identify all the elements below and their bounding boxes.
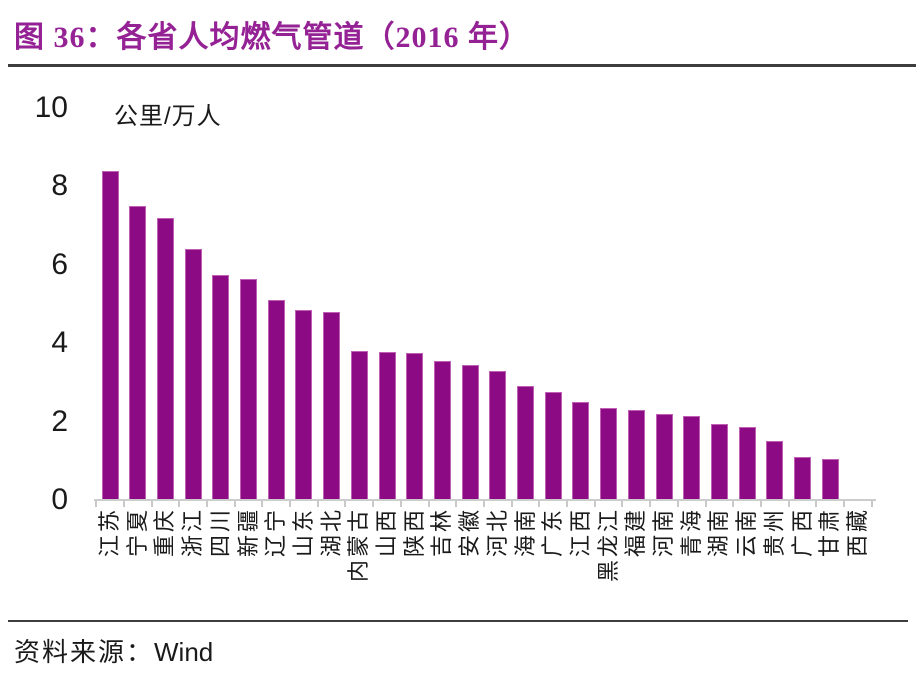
bar [406,353,424,500]
bar [212,275,230,500]
bar [683,416,701,500]
y-axis-tick-label: 8 [51,169,68,203]
x-axis-tick [427,501,430,507]
x-axis-line [94,499,876,501]
x-axis-tick [150,501,153,507]
title-divider-line [8,64,916,67]
bar [461,365,479,500]
source-label: 资料来源： [14,638,155,667]
source-value: Wind [154,637,214,667]
x-axis-tick [455,501,458,507]
bar [766,441,784,500]
bar [655,414,673,500]
x-axis-tick [649,501,652,507]
bar [544,392,562,500]
bar [572,402,590,500]
x-axis-tick [704,501,707,507]
bar [156,218,174,500]
x-axis-tick [843,501,846,507]
x-axis-tick [759,501,762,507]
bar [433,361,451,500]
x-axis-tick [95,501,98,507]
y-axis-tick-label: 2 [51,404,68,438]
x-axis-tick [316,501,319,507]
y-axis-tick-label: 0 [51,483,68,516]
x-axis-tick [372,501,375,507]
source-line: 资料来源：Wind [14,632,213,669]
x-axis-tick [122,501,125,507]
y-axis-tick-label: 6 [51,247,68,281]
x-axis-tick [344,501,347,507]
bar [489,371,507,500]
bar [600,408,618,500]
x-axis-tick [399,501,402,507]
bar [738,427,756,500]
x-axis-tick [289,501,292,507]
x-axis-tick [510,501,513,507]
bar [821,459,839,500]
x-axis-tick [787,501,790,507]
y-axis-tick-label: 10 [34,91,68,124]
bar [378,352,396,500]
x-axis-tick [178,501,181,507]
x-axis-tick [815,501,818,507]
bar [267,300,285,500]
x-axis-tick [732,501,735,507]
bar [517,386,534,500]
x-axis-tick [233,501,236,507]
y-axis-tick-label: 4 [51,326,68,360]
bar [129,206,147,500]
bar [295,310,313,500]
x-axis-tick [621,501,624,507]
bar [627,410,645,500]
x-axis-tick [261,501,264,507]
figure-title: 图 36：各省人均燃气管道（2016 年） [14,21,530,54]
y-axis-unit-label: 公里/万人 [114,103,222,130]
bar [184,249,202,500]
x-axis-tick [205,501,208,507]
x-axis-tick [593,501,596,507]
bar [323,312,341,500]
bar [794,457,811,500]
bar [240,279,257,500]
x-axis-tick [676,501,679,507]
bar [101,171,119,500]
source-divider-line [8,620,908,622]
bar [350,351,368,500]
x-axis-tick [870,501,873,507]
x-axis-tick [538,501,541,507]
bar [710,424,728,500]
x-axis-tick [482,501,485,507]
x-axis-tick [566,501,569,507]
